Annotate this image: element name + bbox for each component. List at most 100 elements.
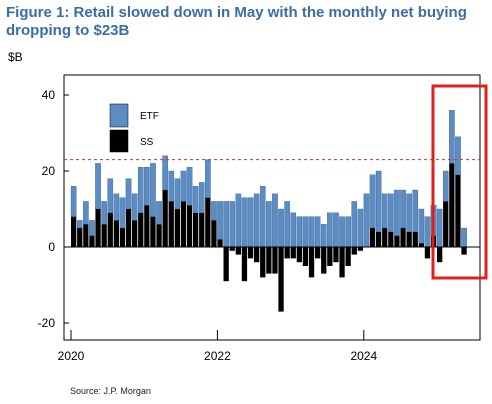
bar-etf bbox=[388, 193, 394, 232]
legend-label-ss: SS bbox=[140, 137, 154, 148]
bar-etf bbox=[333, 212, 339, 248]
x-tick-label: 2020 bbox=[58, 349, 85, 363]
bar-ss bbox=[107, 212, 113, 247]
bar-etf bbox=[284, 201, 290, 248]
y-axis-unit: $B bbox=[8, 50, 23, 64]
bar-ss bbox=[95, 209, 101, 247]
bar-ss bbox=[369, 228, 376, 247]
bar-ss bbox=[113, 220, 119, 247]
bar-ss bbox=[254, 247, 260, 263]
bar-etf bbox=[95, 163, 101, 210]
bar-ss bbox=[412, 231, 418, 247]
bar-etf bbox=[302, 216, 309, 248]
bar-ss bbox=[333, 247, 339, 263]
bar-ss bbox=[437, 247, 443, 263]
bar-etf bbox=[442, 170, 449, 202]
bar-ss bbox=[174, 209, 180, 247]
bar-ss bbox=[351, 247, 357, 255]
y-tick-label: 0 bbox=[48, 240, 55, 254]
bar-etf bbox=[223, 201, 229, 248]
bar-ss bbox=[302, 247, 309, 266]
bar-etf bbox=[205, 159, 211, 198]
bar-etf bbox=[400, 189, 406, 229]
bar-etf bbox=[156, 201, 162, 225]
bar-etf bbox=[345, 216, 351, 248]
bar-ss bbox=[186, 205, 193, 247]
highlight-box bbox=[431, 84, 488, 280]
bar-ss bbox=[217, 239, 223, 247]
bar-ss bbox=[89, 235, 95, 247]
bar-etf bbox=[168, 170, 175, 202]
bar-etf bbox=[406, 193, 412, 232]
bar-ss bbox=[455, 174, 461, 247]
bar-etf bbox=[137, 167, 144, 213]
bar-ss bbox=[77, 228, 83, 247]
bar-etf bbox=[192, 186, 199, 213]
x-axis: 2020 2022 2024 bbox=[58, 330, 377, 363]
bar-ss bbox=[156, 224, 162, 247]
bar-etf bbox=[76, 220, 83, 229]
bar-ss bbox=[443, 201, 449, 247]
bar-ss bbox=[290, 247, 296, 259]
bar-ss bbox=[223, 247, 229, 282]
bar-etf bbox=[101, 201, 107, 225]
bar-etf bbox=[308, 216, 315, 248]
bar-etf bbox=[339, 216, 345, 248]
y-tick-label: -20 bbox=[38, 316, 56, 330]
bar-ss bbox=[272, 247, 278, 274]
bar-ss bbox=[125, 209, 132, 247]
bar-ss bbox=[321, 247, 327, 274]
bar-ss bbox=[199, 212, 205, 247]
bar-etf bbox=[327, 212, 333, 248]
legend: ETF SS bbox=[109, 103, 159, 153]
bar-etf bbox=[174, 178, 181, 210]
bar-ss bbox=[394, 235, 400, 247]
bar-etf bbox=[314, 216, 321, 248]
bar-ss bbox=[71, 216, 77, 247]
bar-ss bbox=[345, 247, 351, 266]
bar-ss bbox=[180, 201, 187, 247]
bar-ss bbox=[150, 216, 156, 247]
bar-etf bbox=[369, 174, 376, 229]
x-tick-label: 2022 bbox=[204, 349, 231, 363]
bar-etf bbox=[259, 186, 266, 248]
bar-ss bbox=[308, 247, 315, 278]
bar-etf bbox=[266, 201, 272, 248]
bar-group bbox=[70, 110, 467, 312]
bar-etf bbox=[461, 227, 467, 248]
bar-ss bbox=[449, 163, 455, 247]
bar-ss bbox=[376, 231, 382, 247]
bar-ss bbox=[315, 247, 321, 259]
bar-etf bbox=[381, 193, 388, 229]
bar-etf bbox=[229, 201, 236, 248]
bar-ss bbox=[119, 228, 126, 247]
bar-ss bbox=[211, 220, 217, 247]
bar-etf bbox=[455, 136, 461, 175]
bar-etf bbox=[162, 155, 168, 191]
bar-ss bbox=[406, 231, 412, 247]
bar-ss bbox=[388, 231, 394, 247]
bar-etf bbox=[113, 193, 120, 221]
bar-etf bbox=[144, 167, 150, 206]
bar-ss bbox=[400, 228, 406, 247]
chart-title: Figure 1: Retail slowed down in May with… bbox=[6, 4, 467, 39]
bar-etf bbox=[363, 193, 370, 248]
bar-ss bbox=[284, 247, 290, 259]
bar-etf bbox=[418, 208, 425, 244]
bar-etf bbox=[198, 182, 205, 213]
bar-ss bbox=[241, 247, 248, 282]
bar-etf bbox=[247, 197, 254, 248]
bar-ss bbox=[132, 220, 138, 247]
bar-ss bbox=[278, 247, 284, 312]
bar-ss bbox=[424, 247, 431, 259]
bar-etf bbox=[424, 216, 431, 248]
bar-ss bbox=[168, 201, 174, 247]
bar-ss bbox=[229, 247, 235, 251]
bar-ss bbox=[266, 247, 272, 274]
bar-etf bbox=[375, 170, 382, 232]
y-tick-label: 20 bbox=[42, 164, 56, 178]
bar-etf bbox=[241, 197, 248, 248]
bar-etf bbox=[394, 189, 400, 236]
legend-label-etf: ETF bbox=[140, 111, 159, 122]
bar-ss bbox=[144, 205, 150, 247]
